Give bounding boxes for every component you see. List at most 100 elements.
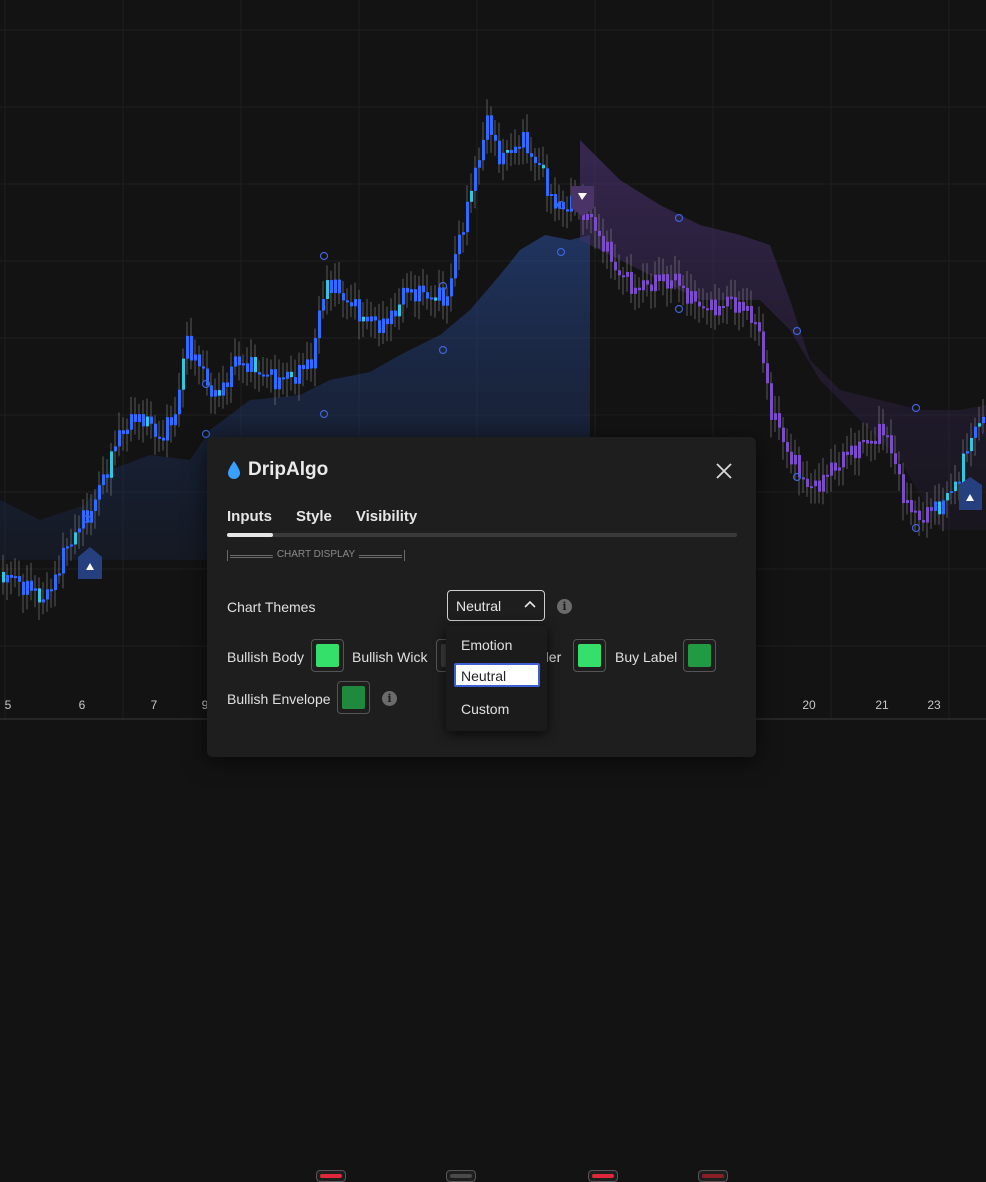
candle-body <box>554 194 557 209</box>
candle-body <box>262 374 265 377</box>
tab-style[interactable]: Style <box>296 508 332 525</box>
candle-body <box>766 363 769 384</box>
bullish-border-swatch[interactable] <box>573 639 606 672</box>
candle-body <box>674 273 677 281</box>
candle-body <box>54 574 57 591</box>
candle-body <box>706 308 709 311</box>
candle-body <box>614 261 617 271</box>
theme-option-emotion[interactable]: Emotion <box>461 637 513 653</box>
candle-body <box>246 363 249 372</box>
candle-body <box>138 414 141 422</box>
candle-body <box>438 287 441 301</box>
x-axis-labels: 5 6 7 9 20 21 23 <box>5 698 941 712</box>
sell-signal-label <box>571 186 594 216</box>
bullish-body-color <box>316 644 339 667</box>
candle-body <box>74 532 77 545</box>
candle-body <box>274 369 277 390</box>
candle-body <box>482 139 485 161</box>
candle-body <box>382 318 385 333</box>
candle-body <box>630 271 633 294</box>
candle-body <box>242 363 245 366</box>
candle-body <box>794 455 797 465</box>
candle-body <box>358 299 361 322</box>
candle-body <box>222 382 225 396</box>
candle-body <box>782 427 785 443</box>
candle-body <box>494 134 497 141</box>
candle-body <box>462 232 465 235</box>
candle-body <box>894 453 897 465</box>
candle-body <box>266 374 269 377</box>
section-title: CHART DISPLAY <box>272 549 360 560</box>
bearish-wick-swatch[interactable] <box>446 1170 476 1182</box>
candle-body <box>270 369 273 375</box>
candle-body <box>490 115 493 135</box>
info-icon[interactable]: i <box>382 691 397 706</box>
sell-label-color <box>702 1174 724 1178</box>
candle-body <box>710 299 713 311</box>
chart-themes-select[interactable]: Neutral <box>447 590 545 621</box>
x-tick-label: 21 <box>875 698 889 712</box>
candle-body <box>526 132 529 154</box>
bullish-body-swatch[interactable] <box>311 639 344 672</box>
bearish-border-swatch[interactable] <box>588 1170 618 1182</box>
candle-body <box>734 297 737 313</box>
candle-body <box>686 288 689 304</box>
candle-body <box>318 310 321 339</box>
theme-option-custom[interactable]: Custom <box>461 701 510 717</box>
candle-body <box>742 301 745 311</box>
tab-inputs[interactable]: Inputs <box>227 508 272 525</box>
candle-body <box>746 305 749 311</box>
candle-body <box>690 291 693 304</box>
candle-body <box>170 417 173 426</box>
candle-body <box>758 322 761 332</box>
candle-body <box>102 474 105 486</box>
candle-body <box>750 305 753 323</box>
candle-body <box>106 474 109 478</box>
bullish-envelope-swatch[interactable] <box>337 681 370 714</box>
candle-body <box>946 493 949 501</box>
info-icon[interactable]: i <box>557 599 572 614</box>
candle-body <box>202 366 205 369</box>
candle-body <box>814 480 817 487</box>
bullish-envelope-label: Bullish Envelope <box>227 691 331 707</box>
tab-visibility[interactable]: Visibility <box>355 508 418 525</box>
close-icon[interactable] <box>714 461 734 481</box>
candle-body <box>406 287 409 293</box>
candle-body <box>454 254 457 279</box>
bearish-body-swatch[interactable] <box>316 1170 346 1182</box>
candle-body <box>978 423 981 427</box>
dialog-title: DripAlgo <box>227 459 328 481</box>
candle-body <box>398 304 401 317</box>
candle-body <box>890 435 893 454</box>
candle-body <box>486 115 489 140</box>
tab-indicator-track <box>227 533 737 537</box>
candle-body <box>26 580 29 595</box>
candle-body <box>290 371 293 378</box>
candle-body <box>806 478 809 487</box>
candle-body <box>618 270 621 276</box>
candle-body <box>754 322 757 325</box>
candle-body <box>154 423 157 437</box>
candle-body <box>190 335 193 361</box>
candle-body <box>390 310 393 325</box>
candle-body <box>410 289 413 293</box>
candle-body <box>646 280 649 285</box>
sell-label-swatch[interactable] <box>698 1170 728 1182</box>
candle-body <box>314 338 317 369</box>
candle-body <box>450 278 453 297</box>
theme-option-neutral[interactable]: Neutral <box>454 663 540 687</box>
candle-body <box>198 354 201 367</box>
candle-body <box>826 474 829 477</box>
candle-body <box>914 510 917 513</box>
candle-body <box>666 274 669 289</box>
candle-body <box>546 168 549 196</box>
candle-body <box>778 413 781 428</box>
candle-body <box>174 414 177 426</box>
candle-body <box>10 574 13 578</box>
candle-body <box>566 209 569 212</box>
candle-body <box>558 201 561 209</box>
buy-label-swatch[interactable] <box>683 639 716 672</box>
candle-body <box>650 284 653 292</box>
chart-themes-value: Neutral <box>456 598 502 614</box>
candle-body <box>818 480 821 492</box>
